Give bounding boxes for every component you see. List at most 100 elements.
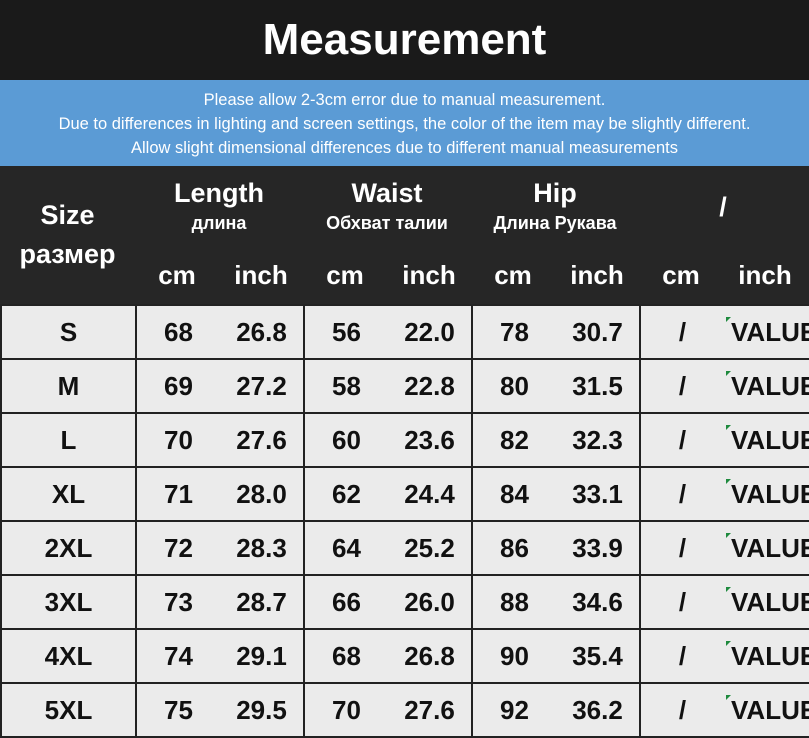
table-header: Size размер Length длина Waist Обхват та… (0, 166, 809, 304)
cell-waist-inch: 25.2 (388, 520, 473, 576)
cell-size: S (0, 304, 137, 360)
cell-extra-cm: / (639, 304, 724, 360)
table-row: L 70 27.6 60 23.6 82 32.3/VALUE (0, 412, 809, 468)
cell-length-inch: 27.6 (220, 412, 305, 468)
cell-hip-inch: 36.2 (556, 682, 641, 738)
cell-waist-inch: 24.4 (388, 466, 473, 522)
cell-extra-cm: / (639, 412, 724, 468)
cell-marker-icon (726, 640, 731, 646)
header-group-label: / (719, 192, 727, 222)
cell-extra-inch: VALUE (724, 466, 809, 522)
cell-hip-inch: 33.1 (556, 466, 641, 522)
table-row: 4XL 74 29.1 68 26.8 90 35.4/VALUE (0, 628, 809, 684)
header-size: Size размер (0, 200, 135, 270)
table-row: M 69 27.2 58 22.8 80 31.5/VALUE (0, 358, 809, 414)
cell-value: VALUE (731, 424, 809, 455)
cell-size: 4XL (0, 628, 137, 684)
cell-extra-inch: VALUE (724, 412, 809, 468)
cell-waist-cm: 58 (303, 358, 388, 414)
cell-value: VALUE (731, 478, 809, 509)
cell-size: 2XL (0, 520, 137, 576)
header-size-ru: размер (19, 239, 116, 269)
header-group-length: Length длина (135, 178, 303, 234)
notice-line: Please allow 2-3cm error due to manual m… (203, 91, 606, 109)
cell-hip-cm: 86 (471, 520, 556, 576)
cell-hip-cm: 88 (471, 574, 556, 630)
cell-waist-cm: 70 (303, 682, 388, 738)
cell-length-cm: 71 (135, 466, 220, 522)
table-row: XL 71 28.0 62 24.4 84 33.1/VALUE (0, 466, 809, 522)
cell-size: XL (0, 466, 137, 522)
unit-label: cm (662, 260, 700, 290)
cell-waist-cm: 56 (303, 304, 388, 360)
cell-value: VALUE (731, 694, 809, 725)
notice-line: Allow slight dimensional differences due… (131, 139, 678, 157)
cell-waist-inch: 26.8 (388, 628, 473, 684)
cell-length-cm: 68 (135, 304, 220, 360)
cell-waist-cm: 62 (303, 466, 388, 522)
cell-hip-inch: 32.3 (556, 412, 641, 468)
cell-hip-cm: 78 (471, 304, 556, 360)
cell-length-cm: 73 (135, 574, 220, 630)
header-group-label: Waist (351, 178, 423, 208)
header-size-en: Size (40, 200, 95, 230)
cell-extra-cm: / (639, 358, 724, 414)
unit-label: cm (326, 260, 364, 290)
cell-extra-cm: / (639, 466, 724, 522)
cell-marker-icon (726, 694, 731, 700)
cell-length-cm: 72 (135, 520, 220, 576)
title-bar: Measurement (0, 0, 809, 80)
cell-hip-cm: 84 (471, 466, 556, 522)
cell-marker-icon (726, 532, 731, 538)
unit-label: inch (738, 260, 792, 290)
cell-hip-inch: 33.9 (556, 520, 641, 576)
cell-extra-inch: VALUE (724, 520, 809, 576)
cell-size: 3XL (0, 574, 137, 630)
cell-size: M (0, 358, 137, 414)
unit-label: inch (234, 260, 288, 290)
cell-waist-inch: 23.6 (388, 412, 473, 468)
notice-banner: Please allow 2-3cm error due to manual m… (0, 80, 809, 166)
cell-extra-cm: / (639, 682, 724, 738)
table-row: 5XL 75 29.5 70 27.6 92 36.2/VALUE (0, 682, 809, 738)
cell-value: VALUE (731, 586, 809, 617)
cell-marker-icon (726, 316, 731, 322)
cell-length-cm: 75 (135, 682, 220, 738)
unit-label: cm (158, 260, 196, 290)
cell-length-inch: 26.8 (220, 304, 305, 360)
cell-extra-inch: VALUE (724, 628, 809, 684)
cell-hip-cm: 80 (471, 358, 556, 414)
cell-length-inch: 29.5 (220, 682, 305, 738)
cell-extra-inch: VALUE (724, 304, 809, 360)
size-table: S 68 26.8 56 22.0 78 30.7/VALUE M 69 27.2 58 22.8 80… (0, 304, 809, 738)
cell-length-cm: 70 (135, 412, 220, 468)
cell-hip-cm: 90 (471, 628, 556, 684)
cell-hip-inch: 35.4 (556, 628, 641, 684)
cell-value: VALUE (731, 640, 809, 671)
table-row: S 68 26.8 56 22.0 78 30.7/VALUE (0, 304, 809, 360)
cell-length-inch: 28.3 (220, 520, 305, 576)
cell-extra-inch: VALUE (724, 682, 809, 738)
notice-line: Due to differences in lighting and scree… (58, 115, 751, 133)
header-group-sublabel: Длина Рукава (493, 213, 617, 233)
header-group-waist: Waist Обхват талии (303, 178, 471, 234)
cell-length-inch: 28.0 (220, 466, 305, 522)
header-group-extra: / (639, 192, 807, 223)
cell-length-inch: 28.7 (220, 574, 305, 630)
header-group-label: Hip (533, 178, 577, 208)
cell-size: 5XL (0, 682, 137, 738)
cell-hip-inch: 31.5 (556, 358, 641, 414)
cell-marker-icon (726, 424, 731, 430)
cell-marker-icon (726, 478, 731, 484)
unit-label: inch (570, 260, 624, 290)
cell-hip-inch: 30.7 (556, 304, 641, 360)
cell-length-inch: 27.2 (220, 358, 305, 414)
cell-waist-inch: 22.0 (388, 304, 473, 360)
cell-hip-inch: 34.6 (556, 574, 641, 630)
cell-hip-cm: 92 (471, 682, 556, 738)
unit-label: cm (494, 260, 532, 290)
cell-waist-cm: 68 (303, 628, 388, 684)
cell-waist-cm: 60 (303, 412, 388, 468)
cell-length-cm: 69 (135, 358, 220, 414)
cell-extra-cm: / (639, 520, 724, 576)
